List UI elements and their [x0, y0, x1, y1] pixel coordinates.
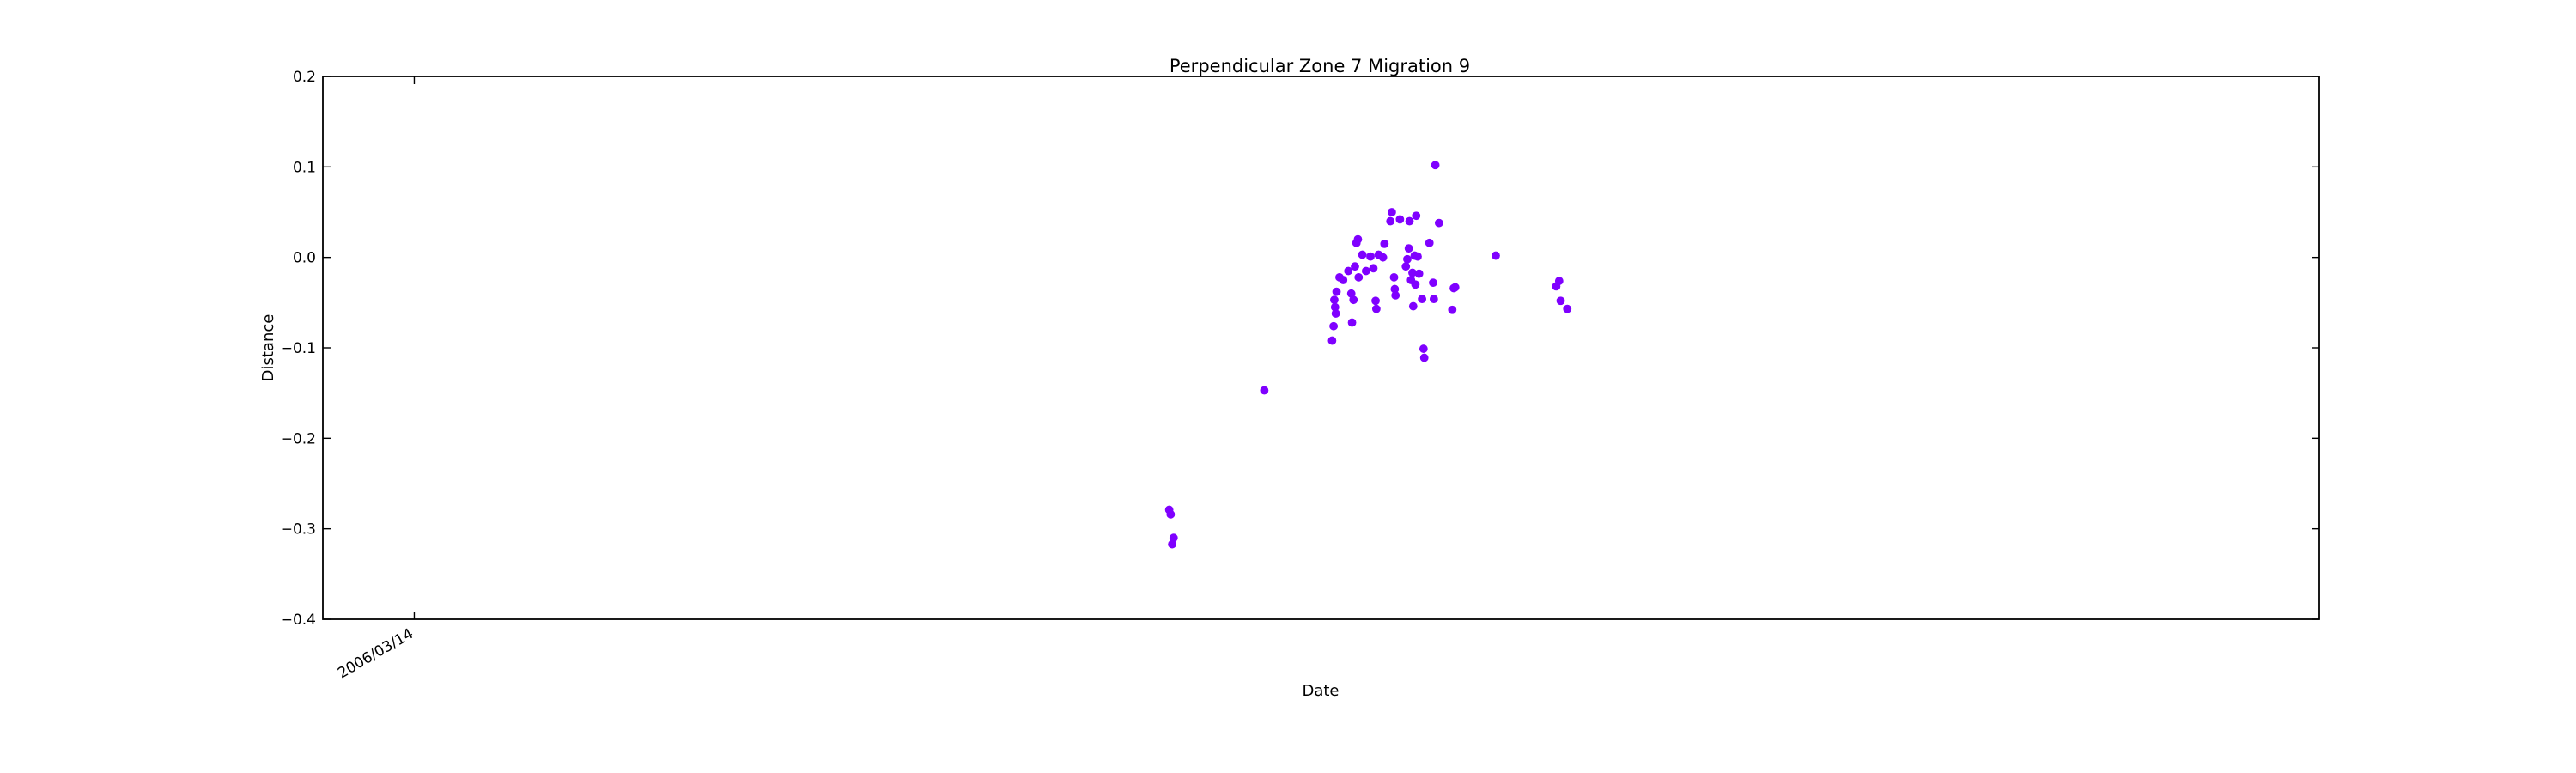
scatter-point	[1411, 280, 1420, 289]
scatter-point	[1371, 304, 1381, 313]
scatter-point	[1408, 301, 1418, 311]
scatter-point	[1391, 291, 1400, 300]
y-tick-label: 0.1	[293, 159, 316, 176]
scatter-point	[1404, 244, 1413, 253]
data-points	[1164, 161, 1572, 549]
x-axis: 2006/03/14	[335, 76, 416, 682]
y-tick-label: −0.1	[281, 340, 316, 357]
plot-area-frame	[322, 76, 2320, 620]
scatter-point	[1351, 262, 1359, 271]
scatter-point	[1371, 296, 1380, 306]
y-tick-label: −0.2	[281, 430, 316, 447]
scatter-point	[1166, 509, 1176, 519]
scatter-point	[1554, 277, 1564, 285]
y-axis-label: Distance	[259, 314, 277, 382]
scatter-point	[1405, 216, 1414, 226]
y-axis: −0.4 −0.3 −0.2 −0.1 0.0 0.1 0.2	[281, 69, 2319, 629]
scatter-point	[1425, 238, 1434, 247]
scatter-point	[1168, 539, 1176, 549]
scatter-point	[1448, 305, 1457, 314]
scatter-point	[1492, 251, 1500, 260]
y-tick-label: −0.3	[281, 521, 316, 539]
scatter-point	[1358, 250, 1367, 259]
scatter-point	[1332, 287, 1341, 296]
scatter-point	[1401, 262, 1411, 271]
scatter-point	[1388, 208, 1396, 216]
scatter-point	[1418, 295, 1427, 304]
scatter-point	[1353, 234, 1363, 244]
scatter-point	[1434, 218, 1443, 228]
scatter-point	[1330, 302, 1340, 312]
x-tick-label: 2006/03/14	[335, 625, 416, 682]
scatter-point	[1419, 353, 1429, 362]
scatter-point	[1380, 239, 1389, 248]
scatter-point	[1369, 264, 1378, 273]
scatter-point	[1412, 211, 1421, 221]
scatter-point	[1344, 266, 1353, 276]
scatter-point	[1354, 272, 1364, 282]
scatter-point	[1339, 276, 1348, 284]
x-axis-label: Date	[1302, 682, 1339, 700]
scatter-point	[1563, 304, 1572, 313]
scatter-point	[1330, 295, 1339, 305]
scatter-point	[1403, 254, 1412, 264]
scatter-point	[1450, 283, 1460, 292]
scatter-point	[1395, 215, 1405, 224]
scatter-point	[1431, 161, 1440, 170]
scatter-point	[1260, 386, 1269, 395]
y-tick-label: 0.2	[293, 69, 316, 86]
scatter-point	[1556, 296, 1565, 306]
scatter-point	[1429, 278, 1437, 288]
scatter-point	[1329, 321, 1338, 331]
scatter-point	[1327, 336, 1337, 345]
scatter-point	[1413, 252, 1422, 261]
scatter-point	[1349, 295, 1358, 305]
scatter-point	[1414, 269, 1424, 278]
scatter-point	[1389, 272, 1399, 282]
scatter-point	[1378, 253, 1388, 262]
scatter-point	[1366, 252, 1375, 261]
y-tick-label: 0.0	[293, 250, 316, 267]
scatter-point	[1361, 266, 1370, 276]
scatter-point	[1347, 318, 1357, 327]
scatter-point	[1429, 295, 1438, 304]
chart-title: Perpendicular Zone 7 Migration 9	[1170, 56, 1470, 76]
scatter-point	[1419, 344, 1428, 353]
y-tick-label: −0.4	[281, 612, 316, 629]
scatter-point	[1386, 216, 1395, 226]
